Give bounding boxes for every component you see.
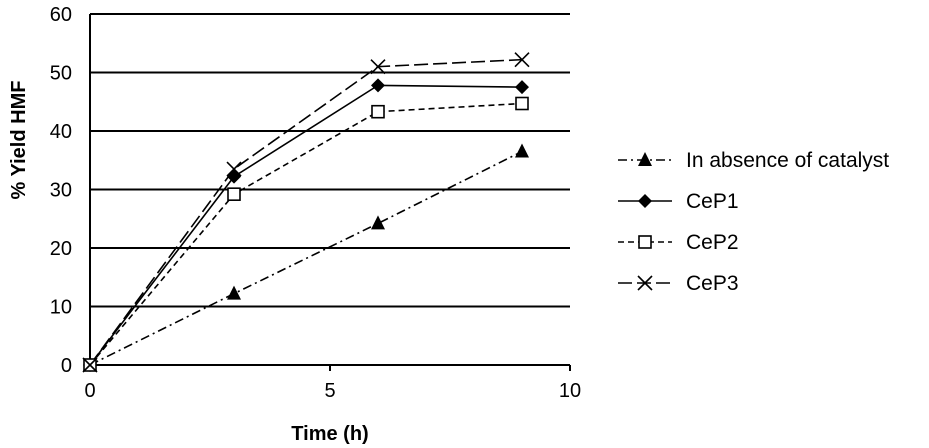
square-marker xyxy=(515,96,529,111)
x-marker-stroke xyxy=(514,52,530,68)
data-markers xyxy=(82,52,530,373)
data-point xyxy=(371,104,385,119)
data-point xyxy=(226,161,242,177)
x-tick-label: 10 xyxy=(559,380,581,402)
diamond-marker xyxy=(515,80,529,95)
data-point xyxy=(227,169,241,184)
y-axis-title: % Yield HMF xyxy=(8,81,30,200)
triangle-marker xyxy=(638,152,652,166)
data-point xyxy=(371,215,385,230)
x-marker-stroke xyxy=(637,275,653,291)
series-line-3 xyxy=(89,102,523,366)
gridlines xyxy=(90,13,570,308)
x-tick-label: 0 xyxy=(84,380,95,402)
data-point xyxy=(82,357,98,373)
series-line-4 xyxy=(89,58,523,366)
legend-item: CeP3 xyxy=(618,272,739,295)
legend-label: In absence of catalyst xyxy=(686,149,889,172)
legend-item: CeP2 xyxy=(618,231,739,254)
legend-label: CeP3 xyxy=(686,272,739,295)
legend: In absence of catalyst CeP1 CeP2 CeP3 xyxy=(618,149,889,295)
legend-label: CeP1 xyxy=(686,190,739,213)
triangle-marker xyxy=(371,215,385,230)
y-tick-label: 40 xyxy=(50,121,72,143)
y-tick-label: 10 xyxy=(50,297,72,319)
diamond-marker xyxy=(638,194,652,208)
y-tick-label: 0 xyxy=(61,355,72,377)
series-line-2 xyxy=(89,84,523,366)
diamond-marker xyxy=(227,169,241,184)
triangle-marker xyxy=(227,285,241,300)
x-marker-stroke xyxy=(226,161,242,177)
square-marker xyxy=(638,235,652,249)
data-point xyxy=(371,78,385,93)
legend-label: CeP2 xyxy=(686,231,739,254)
x-marker-stroke xyxy=(82,357,98,373)
data-point xyxy=(514,52,530,68)
data-point xyxy=(515,143,529,158)
x-marker-stroke xyxy=(370,59,386,75)
triangle-marker xyxy=(515,143,529,158)
legend-item: CeP1 xyxy=(618,190,739,213)
data-point xyxy=(515,80,529,95)
square-marker xyxy=(227,187,241,201)
x-tick-label: 5 xyxy=(324,380,335,402)
data-point xyxy=(370,59,386,75)
y-tick-label: 60 xyxy=(50,4,72,26)
series-line-1 xyxy=(89,150,523,366)
legend-item: In absence of catalyst xyxy=(618,149,889,172)
y-tick-label: 50 xyxy=(50,63,72,85)
diamond-marker xyxy=(371,78,385,93)
y-tick-label: 20 xyxy=(50,238,72,260)
data-point xyxy=(227,285,241,300)
data-point xyxy=(515,96,529,111)
tick-labels: 0 10 20 30 40 50 60 0 5 10 xyxy=(50,4,581,402)
series-lines xyxy=(89,58,523,366)
square-marker xyxy=(371,104,385,119)
x-axis-title: Time (h) xyxy=(291,423,368,445)
axes xyxy=(89,14,571,371)
data-point xyxy=(227,187,241,201)
y-tick-label: 30 xyxy=(50,180,72,202)
